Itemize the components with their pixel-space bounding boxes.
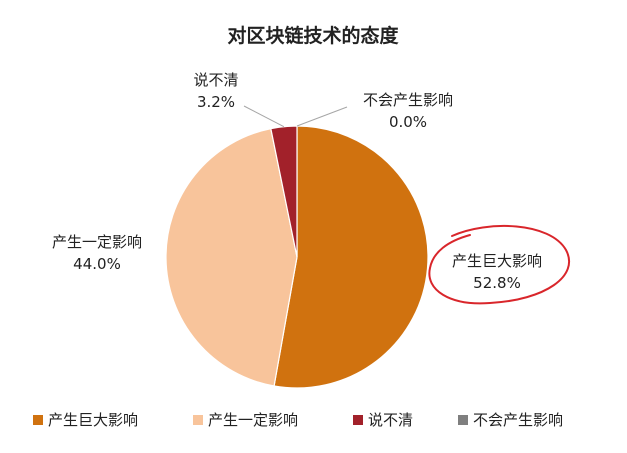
legend-swatch-2 xyxy=(353,415,363,425)
data-label-name-3: 不会产生影响 xyxy=(363,91,453,109)
chart-title: 对区块链技术的态度 xyxy=(227,24,399,47)
leader-line-2 xyxy=(243,105,285,128)
legend-swatch-1 xyxy=(193,415,203,425)
data-label-value-2: 3.2% xyxy=(197,93,235,111)
annotation-circle xyxy=(428,224,571,305)
pie-slice-0 xyxy=(273,125,429,389)
data-label-name-0: 产生巨大影响 xyxy=(452,252,542,270)
legend-label-2: 说不清 xyxy=(368,411,413,429)
pie-slices xyxy=(165,125,429,389)
data-label-value-1: 44.0% xyxy=(73,255,121,273)
leader-line-3 xyxy=(296,106,348,127)
hand-drawn-circle xyxy=(428,224,571,305)
legend-label-0: 产生巨大影响 xyxy=(48,411,138,429)
legend: 产生巨大影响 产生一定影响 说不清 不会产生影响 xyxy=(33,411,563,429)
legend-swatch-0 xyxy=(33,415,43,425)
legend-swatch-3 xyxy=(458,415,468,425)
pie-slice-1 xyxy=(165,127,298,387)
data-label-value-3: 0.0% xyxy=(389,113,427,131)
leader-lines xyxy=(243,105,348,128)
legend-label-1: 产生一定影响 xyxy=(208,411,298,429)
legend-label-3: 不会产生影响 xyxy=(473,411,563,429)
data-label-value-0: 52.8% xyxy=(473,274,521,292)
data-labels: 产生巨大影响 52.8% 产生一定影响 44.0% 说不清 3.2% 不会产生影响 0.0% xyxy=(52,71,542,292)
data-label-name-1: 产生一定影响 xyxy=(52,233,142,251)
data-label-name-2: 说不清 xyxy=(193,71,238,89)
